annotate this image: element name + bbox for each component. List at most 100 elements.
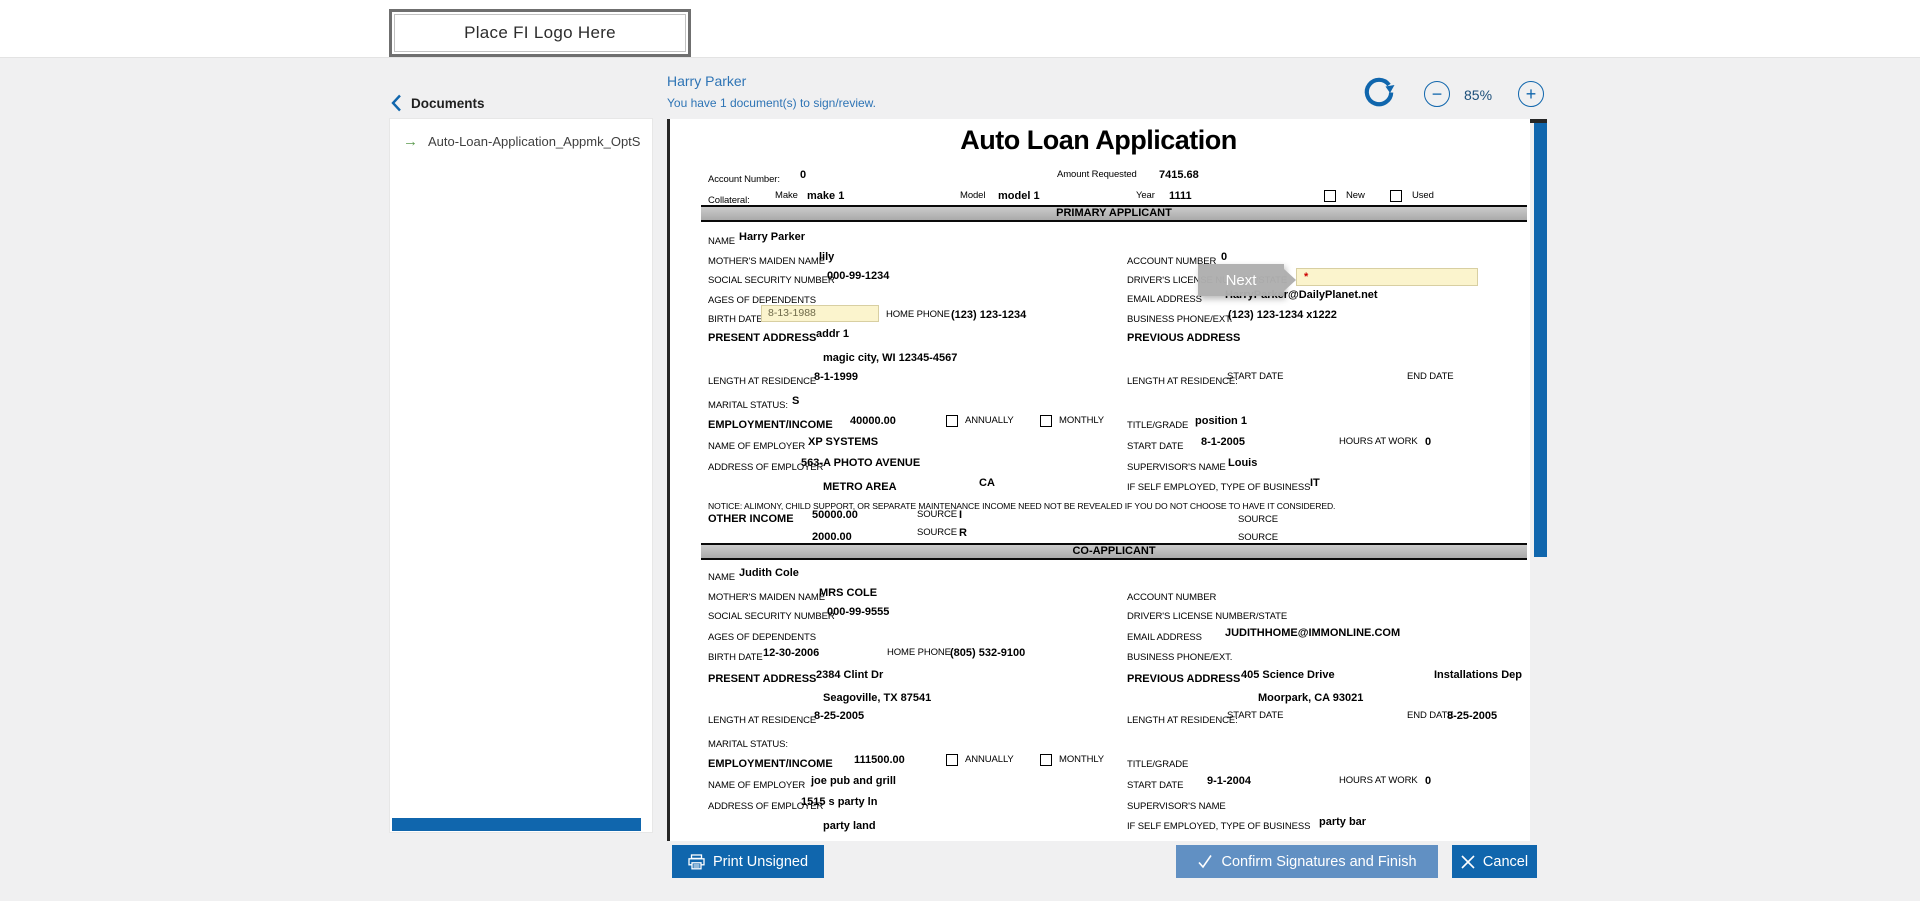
business-phone-value: (123) 123-1234 x1222 [1228,309,1337,321]
co-name-value: Judith Cole [739,567,799,579]
amount-requested-label: Amount Requested [1057,169,1137,180]
co-home-phone-value: (805) 532-9100 [950,647,1026,659]
row-primary-income: EMPLOYMENT/INCOME 40000.00 ANNUALLY MONT… [708,415,1104,431]
next-field-button[interactable]: Next [1198,264,1296,296]
row-primary-title-grade: TITLE/GRADE position 1 [1127,415,1247,431]
source-right-2-label: SOURCE [1238,532,1279,543]
co-end-date-label: END DATE [1407,710,1454,721]
required-asterisk: * [1304,271,1309,283]
present-address-label: PRESENT ADDRESS [708,332,817,344]
co-birth-value: 12-30-2006 [763,647,820,659]
co-employer-value: joe pub and grill [811,775,896,787]
co-birth-label: BIRTH DATE [708,652,763,663]
row-primary-length: LENGTH AT RESIDENCE 8-1-1999 [708,371,858,387]
co-length-label: LENGTH AT RESIDENCE [708,715,817,726]
employer-value: XP SYSTEMS [808,436,879,448]
documents-panel: → Auto-Loan-Application_Appmk_OptS [389,118,653,833]
title-grade-label: TITLE/GRADE [1127,420,1189,431]
horizontal-scrollbar-thumb[interactable] [392,818,641,831]
birth-label: BIRTH DATE [708,314,763,325]
row-primary-name: NAME Harry Parker [708,231,805,247]
row-co-maiden: MOTHER'S MAIDEN NAME MRS COLE [708,587,877,603]
row-co-email: EMAIL ADDRESS JUDITHHOME@IMMONLINE.COM [1127,627,1400,643]
row-co-title-grade: TITLE/GRADE [1127,754,1188,770]
co-applicant-header: CO-APPLICANT [701,543,1527,560]
ssn-value: 000-99-1234 [827,270,890,282]
row-primary-supervisor: SUPERVISOR'S NAME Louis [1127,457,1257,473]
length-residence-colon-label: LENGTH AT RESIDENCE: [1127,376,1238,387]
row-co-employer-city: party land [823,816,876,832]
row-co-birth: BIRTH DATE 12-30-2006 HOME PHONE (805) 5… [708,647,1025,663]
co-monthly-checkbox[interactable] [1040,754,1052,766]
marital-label: MARITAL STATUS: [708,400,788,411]
annually-checkbox[interactable] [946,415,958,427]
cancel-button[interactable]: Cancel [1452,845,1537,878]
source-right-1-label: SOURCE [1238,514,1279,525]
row-primary-account: ACCOUNT NUMBER 0 [1127,251,1227,267]
used-checkbox[interactable] [1390,190,1402,202]
print-unsigned-label: Print Unsigned [712,853,809,870]
cancel-label: Cancel [1482,853,1529,870]
print-unsigned-button[interactable]: Print Unsigned [672,845,824,878]
row-source-right-2: SOURCE [1238,527,1279,543]
annually-label: ANNUALLY [965,415,1014,426]
row-primary-business-phone: BUSINESS PHONE/EXT. (123) 123-1234 x1222 [1127,309,1337,325]
birth-date-field[interactable]: 8-13-1988 [761,305,879,322]
other-income-label: OTHER INCOME [708,513,794,525]
name-value: Harry Parker [739,231,806,243]
arrow-right-icon: → [403,132,418,149]
co-previous-city-value: Moorpark, CA 93021 [1258,692,1364,704]
row-notice: NOTICE: ALIMONY, CHILD SUPPORT, OR SEPAR… [708,496,1336,511]
row-primary-present: PRESENT ADDRESS addr 1 [708,328,849,344]
row-co-start: START DATE 9-1-2004 HOURS AT WORK 0 [1127,775,1431,791]
monthly-checkbox[interactable] [1040,415,1052,427]
co-name-label: NAME [708,572,736,583]
co-business-phone-label: BUSINESS PHONE/EXT. [1127,652,1233,663]
documents-back[interactable]: Documents [391,94,485,112]
check-icon [1198,855,1213,869]
row-co-supervisor: SUPERVISOR'S NAME [1127,796,1226,812]
co-account-label: ACCOUNT NUMBER [1127,592,1217,603]
supervisor-label: SUPERVISOR'S NAME [1127,462,1226,473]
marital-value: S [792,395,800,407]
vertical-scrollbar-thumb[interactable] [1534,123,1547,557]
co-dependents-label: AGES OF DEPENDENTS [708,632,816,643]
account-number-value: 0 [800,169,807,181]
row-co-account: ACCOUNT NUMBER [1127,587,1217,603]
co-home-phone-label: HOME PHONE [887,647,951,658]
document-list-item[interactable]: → Auto-Loan-Application_Appmk_OptS [390,119,652,150]
row-co-business-phone: BUSINESS PHONE/EXT. [1127,647,1233,663]
close-icon [1461,854,1475,869]
zoom-out-button[interactable]: − [1424,81,1450,107]
row-primary-marital: MARITAL STATUS: S [708,395,799,411]
co-annually-checkbox[interactable] [946,754,958,766]
co-hours-label: HOURS AT WORK [1339,775,1418,786]
co-employer-address-value: 1515 s party ln [801,796,878,808]
co-self-employed-value: party bar [1319,816,1367,828]
row-primary-employer: NAME OF EMPLOYER XP SYSTEMS [708,436,878,452]
co-hours-value: 0 [1425,775,1432,787]
co-present-address-value: 2384 Clint Dr [816,669,884,681]
co-monthly-label: MONTHLY [1059,754,1105,765]
drivers-license-field[interactable]: * [1296,268,1478,286]
chevron-left-icon [391,94,401,112]
refresh-button[interactable] [1363,76,1395,108]
self-employed-value: IT [1310,477,1320,489]
ssn-label: SOCIAL SECURITY NUMBER [708,275,835,286]
notice-text: NOTICE: ALIMONY, CHILD SUPPORT, OR SEPAR… [708,501,1336,511]
row-co-previous: PREVIOUS ADDRESS 405 Science Drive Insta… [1127,669,1522,685]
source-1-value: I [959,509,963,521]
confirm-signatures-button[interactable]: Confirm Signatures and Finish [1176,845,1438,878]
co-marital-label: MARITAL STATUS: [708,739,788,750]
new-checkbox[interactable] [1324,190,1336,202]
co-address-employer-label: ADDRESS OF EMPLOYER [708,801,824,812]
self-employed-label: IF SELF EMPLOYED, TYPE OF BUSINESS [1127,482,1311,493]
source-1-label: SOURCE [917,509,958,520]
zoom-in-button[interactable]: + [1518,81,1544,107]
co-previous-address-value: 405 Science Drive [1241,669,1335,681]
confirm-signatures-label: Confirm Signatures and Finish [1221,853,1417,870]
co-ssn-value: 000-99-9555 [827,606,890,618]
document-page: Auto Loan Application Account Number: 0 … [667,119,1530,841]
dependents-label: AGES OF DEPENDENTS [708,295,816,306]
co-present-address-label: PRESENT ADDRESS [708,673,817,685]
